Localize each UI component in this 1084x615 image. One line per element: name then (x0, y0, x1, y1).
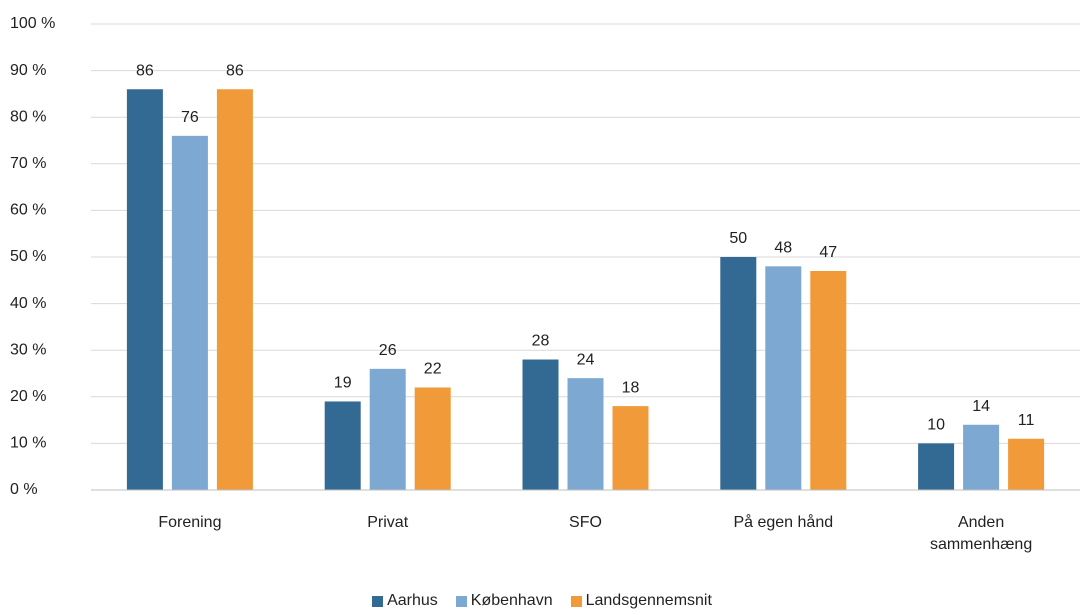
value-label: 18 (622, 379, 640, 396)
y-tick-label: 60 % (10, 202, 46, 219)
bar (1008, 438, 1045, 490)
y-tick-label: 40 % (10, 295, 46, 312)
y-tick-label: 100 % (10, 15, 55, 32)
value-label: 22 (424, 361, 442, 378)
legend-swatch (372, 595, 384, 607)
value-label: 86 (226, 62, 244, 79)
bar (612, 406, 649, 490)
bar (720, 257, 757, 490)
value-label: 47 (819, 244, 837, 261)
value-label: 48 (774, 240, 792, 257)
x-tick-label: SFO (569, 514, 602, 531)
y-tick-label: 10 % (10, 435, 46, 452)
value-label: 14 (972, 398, 990, 415)
value-label: 26 (379, 342, 397, 359)
bar (216, 89, 253, 491)
legend-item: Landsgennemsnit (570, 592, 712, 610)
bar (369, 368, 406, 490)
x-tick-label: Privat (367, 514, 409, 531)
legend-swatch (455, 595, 467, 607)
value-label: 28 (532, 333, 550, 350)
y-tick-label: 50 % (10, 248, 46, 265)
x-tick-label: Forening (158, 514, 222, 531)
legend-label: København (470, 592, 553, 609)
bar (171, 135, 208, 490)
value-label: 76 (181, 109, 199, 126)
bar (918, 443, 955, 490)
legend-label: Aarhus (387, 592, 438, 609)
bar (963, 424, 1000, 490)
value-label: 24 (577, 351, 595, 368)
legend-swatch (570, 595, 582, 607)
value-label: 50 (729, 230, 747, 247)
value-label: 11 (1018, 412, 1035, 429)
y-tick-label: 30 % (10, 341, 46, 358)
y-tick-label: 70 % (10, 155, 46, 172)
x-tick-label: Anden sammenhæng (929, 514, 1033, 553)
y-tick-label: 90 % (10, 62, 46, 79)
legend-item: Aarhus (372, 592, 438, 610)
bar (765, 266, 802, 490)
bar (567, 378, 604, 490)
bar (126, 89, 163, 491)
bar (810, 270, 847, 490)
x-tick-label: På egen hånd (733, 514, 834, 531)
value-label: 10 (927, 417, 945, 434)
y-tick-label: 80 % (10, 108, 46, 125)
legend-label: Landsgennemsnit (585, 592, 712, 609)
legend-item: København (455, 592, 553, 610)
value-label: 86 (136, 62, 154, 79)
bar (324, 401, 361, 490)
bar (414, 387, 451, 490)
y-tick-label: 20 % (10, 388, 46, 405)
value-label: 19 (334, 375, 352, 392)
y-tick-label: 0 % (10, 481, 38, 498)
legend: Aarhus København Landsgennemsnit (0, 592, 1084, 610)
bar (522, 359, 559, 490)
